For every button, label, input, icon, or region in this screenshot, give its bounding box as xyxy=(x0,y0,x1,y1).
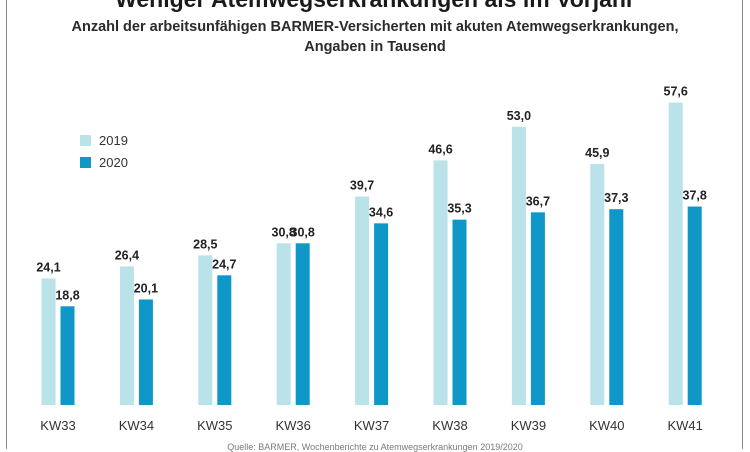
bar-2019-KW35 xyxy=(198,255,213,405)
value-label-2020-KW37: 34,6 xyxy=(369,205,393,219)
value-label-2019-KW37: 39,7 xyxy=(350,179,374,193)
chart-frame xyxy=(6,0,743,449)
value-label-2020-KW39: 36,7 xyxy=(526,194,550,208)
value-label-2019-KW34: 26,4 xyxy=(115,248,139,262)
chart-title: Weniger Atemwegserkrankungen als im Vorj… xyxy=(0,0,750,13)
bar-2020-KW34 xyxy=(138,299,153,405)
x-tick-label-KW37: KW37 xyxy=(354,418,389,433)
x-tick-label-KW38: KW38 xyxy=(432,418,467,433)
value-label-2019-KW35: 28,5 xyxy=(193,237,217,251)
legend-label-2019: 2019 xyxy=(99,132,128,148)
x-tick-label-KW40: KW40 xyxy=(589,418,624,433)
bar-2020-KW39 xyxy=(530,212,545,405)
bar-2020-KW40 xyxy=(609,209,624,405)
chart-subtitle: Anzahl der arbeitsunfähigen BARMER-Versi… xyxy=(0,17,750,57)
bar-2020-KW41 xyxy=(687,206,702,405)
value-label-2019-KW40: 45,9 xyxy=(585,146,609,160)
bar-2019-KW34 xyxy=(119,266,134,405)
subtitle-line-1: Anzahl der arbeitsunfähigen BARMER-Versi… xyxy=(71,19,679,35)
bar-2019-KW40 xyxy=(590,164,605,405)
value-label-2019-KW39: 53,0 xyxy=(507,109,531,123)
value-label-2020-KW34: 20,1 xyxy=(134,281,158,295)
legend-label-2020: 2020 xyxy=(99,154,128,170)
chart-legend: 2019 2020 xyxy=(80,130,128,174)
x-tick-label-KW39: KW39 xyxy=(511,418,546,433)
value-label-2020-KW35: 24,7 xyxy=(212,257,236,271)
value-label-2020-KW33: 18,8 xyxy=(55,288,79,302)
bar-2019-KW38 xyxy=(433,160,448,405)
value-label-2019-KW36: 30,8 xyxy=(272,225,296,239)
bar-2020-KW38 xyxy=(452,219,467,405)
bar-2020-KW33 xyxy=(60,306,75,405)
legend-swatch-2019 xyxy=(80,134,91,146)
value-label-2020-KW38: 35,3 xyxy=(447,202,471,216)
x-tick-label-KW33: KW33 xyxy=(40,418,75,433)
x-tick-label-KW36: KW36 xyxy=(275,418,310,433)
bar-2019-KW41 xyxy=(668,102,683,405)
bar-2020-KW36 xyxy=(295,243,310,405)
value-label-2019-KW41: 57,6 xyxy=(664,85,688,99)
bar-2019-KW39 xyxy=(511,126,526,405)
bar-2020-KW37 xyxy=(374,223,389,405)
value-label-2020-KW40: 37,3 xyxy=(604,191,628,205)
subtitle-line-2: Angaben in Tausend xyxy=(304,39,446,55)
bar-2019-KW33 xyxy=(41,278,56,405)
bar-2019-KW36 xyxy=(276,243,291,405)
legend-item-2019: 2019 xyxy=(80,130,128,150)
value-label-2019-KW38: 46,6 xyxy=(428,142,452,156)
x-tick-label-KW41: KW41 xyxy=(667,418,702,433)
bar-2020-KW35 xyxy=(217,275,232,405)
value-label-2020-KW41: 37,8 xyxy=(683,189,707,203)
legend-swatch-2020 xyxy=(80,156,91,168)
chart-source-note: Quelle: BARMER, Wochenberichte zu Atemwe… xyxy=(227,442,523,452)
value-label-2019-KW33: 24,1 xyxy=(36,260,60,274)
legend-item-2020: 2020 xyxy=(80,152,128,172)
value-label-2020-KW36: 30,8 xyxy=(291,225,315,239)
x-tick-label-KW34: KW34 xyxy=(119,418,154,433)
bar-2019-KW37 xyxy=(355,196,370,405)
x-tick-label-KW35: KW35 xyxy=(197,418,232,433)
